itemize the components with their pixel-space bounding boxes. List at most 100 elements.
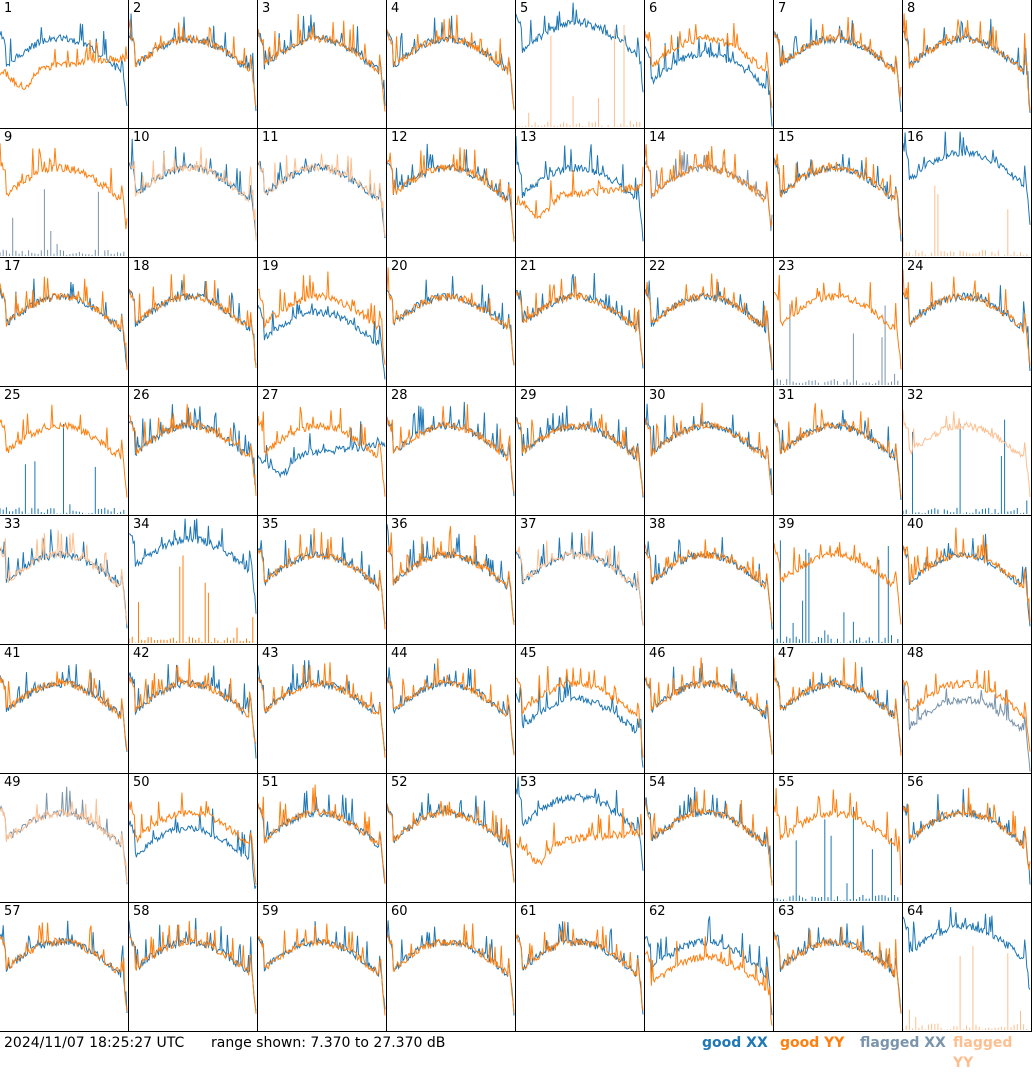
series-yy [645,402,773,495]
panel-16: 16 [903,129,1032,258]
series-xx [903,533,1031,627]
panel-plot [0,276,128,370]
series-xx [516,2,644,93]
panel-label: 38 [649,517,666,532]
panel-label: 19 [262,259,279,274]
panel-59: 59 [258,903,387,1032]
series-yy [645,539,773,624]
panel-label: 31 [778,388,795,403]
series-yy [129,658,257,744]
panel-plot [129,658,257,759]
series-xx [516,531,644,626]
panel-plot [0,404,128,514]
series-yy [387,801,515,883]
panel-plot [0,786,128,885]
panel-plot [516,921,644,1015]
panel-label: 42 [133,646,150,661]
panel-plot [258,406,386,497]
series-xx [129,917,257,1011]
series-xx [516,675,644,768]
panel-plot [774,274,902,385]
series-yy [645,273,773,368]
panel-label: 47 [778,646,795,661]
panel-plot [903,131,1031,256]
series-yy [774,542,902,625]
panel-28: 28 [387,387,516,516]
panel-plot [258,921,386,1016]
panel-plot [774,923,902,1014]
panel-plot [903,527,1031,627]
panel-60: 60 [387,903,516,1032]
panel-label: 60 [391,904,408,919]
series-yy [387,14,515,111]
series-yy [387,147,515,242]
series-xx [129,138,257,238]
panel-plot [258,528,386,630]
panel-61: 61 [516,903,645,1032]
panel-label: 39 [778,517,795,532]
panel-plot [645,273,773,371]
panel-plot [129,404,257,496]
series-xx [903,131,1031,225]
panel-plot [387,267,515,366]
series-yy [516,921,644,1011]
panel-51: 51 [258,774,387,903]
series-yy [516,414,644,496]
series-yy [129,19,257,107]
series-xx [645,663,773,754]
panel-10: 10 [129,129,258,258]
panel-plot [129,518,257,643]
series-xx [0,664,128,752]
series-xx [774,666,902,753]
panel-label: 32 [907,388,924,403]
panel-label: 6 [649,1,658,16]
panel-label: 3 [262,1,271,16]
panel-plot [387,14,515,111]
panel-plot [903,269,1031,372]
series-yy [0,530,128,625]
panel-plot [774,16,902,113]
panel-plot [516,405,644,498]
series-xx [0,424,125,514]
series-xx [516,272,644,369]
panel-plot [774,540,902,643]
panel-label: 43 [262,646,279,661]
series-xx [645,35,773,127]
antenna-bandpass-grid: 1 2 3 4 5 6 7 8 9 10 11 12 13 14 15 16 17 18 19 20 21 22 23 24 2… [0,0,1032,1032]
panel-48: 48 [903,645,1032,774]
panel-13: 13 [516,129,645,258]
panel-47: 47 [774,645,903,774]
series-xx [258,534,386,624]
series-yy [258,923,386,1016]
series-xx [645,787,773,883]
series-yy [258,784,386,884]
panel-plot [258,660,386,758]
panel-33: 33 [0,516,129,645]
footer: 2024/11/07 18:25:27 UTC range shown: 7.3… [0,1033,1033,1071]
panel-plot [258,784,386,884]
series-xx [645,403,773,496]
panel-35: 35 [258,516,387,645]
series-yy [0,798,128,883]
series-xx [129,404,257,487]
panel-34: 34 [129,516,258,645]
series-yy [903,787,1031,871]
panel-plot [387,658,515,756]
series-yy [129,147,257,241]
series-xx [774,540,899,643]
panel-45: 45 [516,645,645,774]
panel-plot [774,153,902,242]
series-xx [387,276,515,366]
series-yy [903,269,1031,366]
panel-plot [516,665,644,768]
series-xx [0,529,128,629]
panel-plot [516,136,644,242]
series-xx [129,518,257,614]
series-yy [645,144,773,226]
series-yy [645,936,773,1026]
panel-58: 58 [129,903,258,1032]
panel-label: 13 [520,130,537,145]
series-yy [516,166,644,220]
series-yy [258,528,386,630]
range-label: range shown: 7.370 to 27.370 dB [211,1035,446,1051]
